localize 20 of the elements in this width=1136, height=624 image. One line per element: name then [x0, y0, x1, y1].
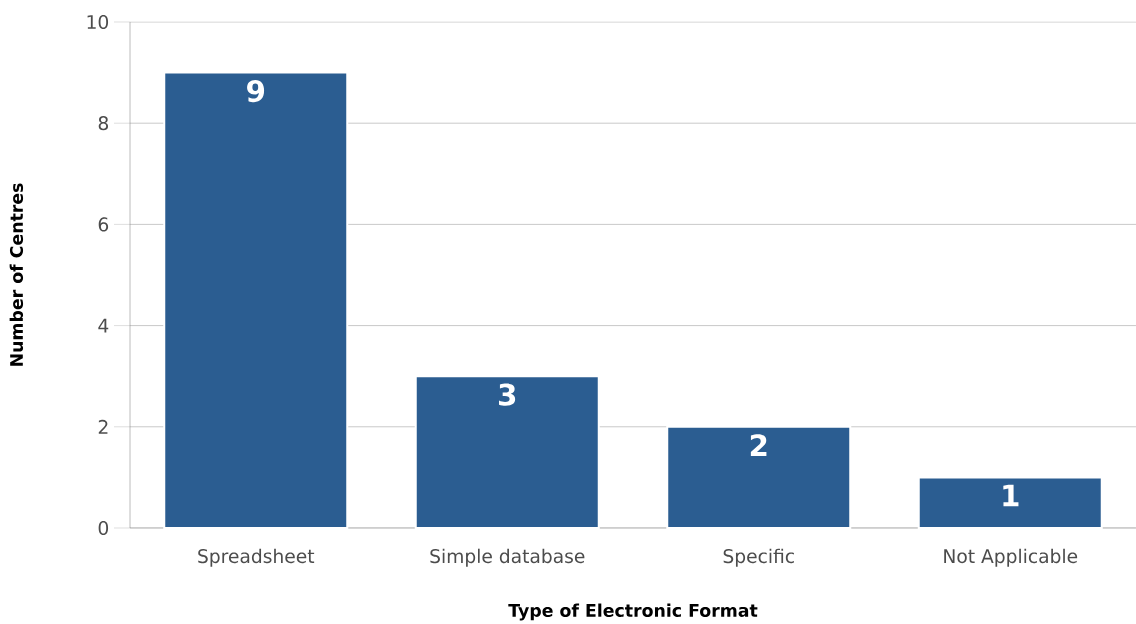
y-tick-label: 8: [98, 116, 109, 131]
bar: [414, 375, 600, 529]
y-axis-title: Number of Centres: [9, 183, 24, 366]
x-tick-label: Spreadsheet: [198, 548, 315, 567]
bar: [666, 425, 852, 529]
data-label: 1: [1003, 484, 1019, 507]
x-tick-label: Not Applicable: [944, 548, 1078, 567]
y-tick-label: 2: [98, 419, 108, 434]
bar: [163, 71, 349, 529]
y-tick-label: 6: [98, 217, 109, 232]
data-label: 2: [750, 434, 767, 456]
y-tick-label: 0: [98, 520, 109, 536]
x-tick-label: Simple database: [430, 548, 585, 567]
y-tick-label: 10: [87, 14, 109, 30]
y-tick-label: 4: [98, 318, 109, 333]
x-tick-label: Specific: [723, 548, 794, 567]
bar: [917, 476, 1103, 529]
data-label: 3: [499, 383, 516, 406]
data-label: 9: [247, 79, 265, 103]
x-axis-title: Type of Electronic Format: [508, 603, 758, 621]
